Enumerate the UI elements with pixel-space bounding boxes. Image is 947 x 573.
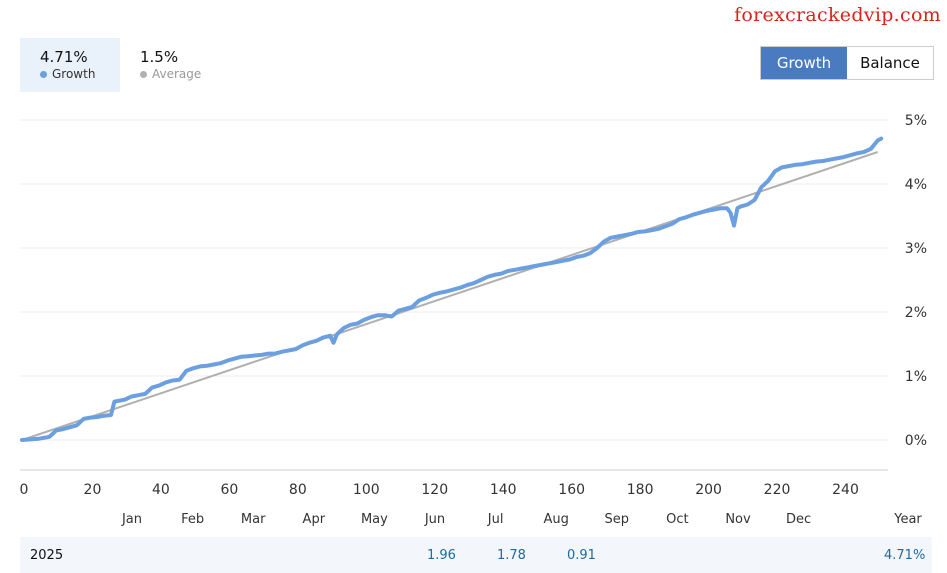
balance-tab-button[interactable]: Balance xyxy=(847,47,933,79)
x-tick-label-140: 140 xyxy=(490,482,517,498)
growth-value: 4.71% xyxy=(40,48,88,66)
average-legend-dot xyxy=(140,70,147,78)
footer-total: 4.71% xyxy=(884,548,926,563)
growth-series-line xyxy=(20,136,884,442)
average-label: Average xyxy=(152,67,202,81)
x-tick-label-0: 0 xyxy=(20,482,29,498)
x-tick-label-80: 80 xyxy=(289,482,307,498)
month-label-feb: Feb xyxy=(181,512,204,527)
chart-mode-toggle[interactable]: Growth Balance xyxy=(760,46,934,80)
footer-year: 2025 xyxy=(30,548,64,563)
growth-label: Growth xyxy=(52,67,96,81)
month-label-jul: Jul xyxy=(487,512,504,527)
growth-chart: 0% 1% 2% 3% 4% 5% 0 20 40 60 80 100 120 140 160 180 200 2… xyxy=(20,113,927,527)
footer-value-jul: 1.78 xyxy=(497,548,526,563)
x-tick-label-40: 40 xyxy=(152,482,170,498)
x-tick-label-220: 220 xyxy=(764,482,791,498)
x-tick-label-180: 180 xyxy=(627,482,654,498)
growth-stat[interactable]: 4.71% Growth xyxy=(20,38,120,92)
x-tick-label-160: 160 xyxy=(558,482,585,498)
month-label-sep: Sep xyxy=(605,512,630,527)
average-stat[interactable]: 1.5% Average xyxy=(120,38,230,92)
footer-value-jun: 1.96 xyxy=(427,548,456,563)
x-tick-label-60: 60 xyxy=(220,482,238,498)
month-label-oct: Oct xyxy=(666,512,688,527)
growth-tab-button[interactable]: Growth xyxy=(761,47,847,79)
month-label-may: May xyxy=(361,512,388,527)
x-tick-label-120: 120 xyxy=(421,482,448,498)
y-tick-label-2: 2% xyxy=(905,305,927,321)
month-label-aug: Aug xyxy=(544,512,569,527)
x-tick-label-200: 200 xyxy=(695,482,722,498)
month-label-apr: Apr xyxy=(303,512,326,527)
footer-value-aug: 0.91 xyxy=(567,548,596,563)
y-tick-label-0: 0% xyxy=(905,433,927,449)
y-tick-label-1: 1% xyxy=(905,369,927,385)
average-value: 1.5% xyxy=(140,48,179,66)
average-series-line xyxy=(21,151,879,441)
y-tick-label-3: 3% xyxy=(905,241,927,257)
y-tick-label-5: 5% xyxy=(905,113,927,129)
x-tick-label-240: 240 xyxy=(832,482,859,498)
watermark-text: forexcrackedvip.com xyxy=(734,4,941,26)
y-tick-label-4: 4% xyxy=(905,177,927,193)
x-tick-label-20: 20 xyxy=(84,482,102,498)
x-tick-label-100: 100 xyxy=(353,482,380,498)
month-label-jan: Jan xyxy=(121,512,142,527)
yearly-summary-row: 2025 1.96 1.78 0.91 4.71% xyxy=(20,537,932,573)
month-label-dec: Dec xyxy=(786,512,811,527)
month-label-year: Year xyxy=(893,512,922,527)
growth-legend-dot xyxy=(40,70,47,78)
month-label-jun: Jun xyxy=(424,512,445,527)
month-label-nov: Nov xyxy=(725,512,751,527)
month-label-mar: Mar xyxy=(241,512,266,527)
